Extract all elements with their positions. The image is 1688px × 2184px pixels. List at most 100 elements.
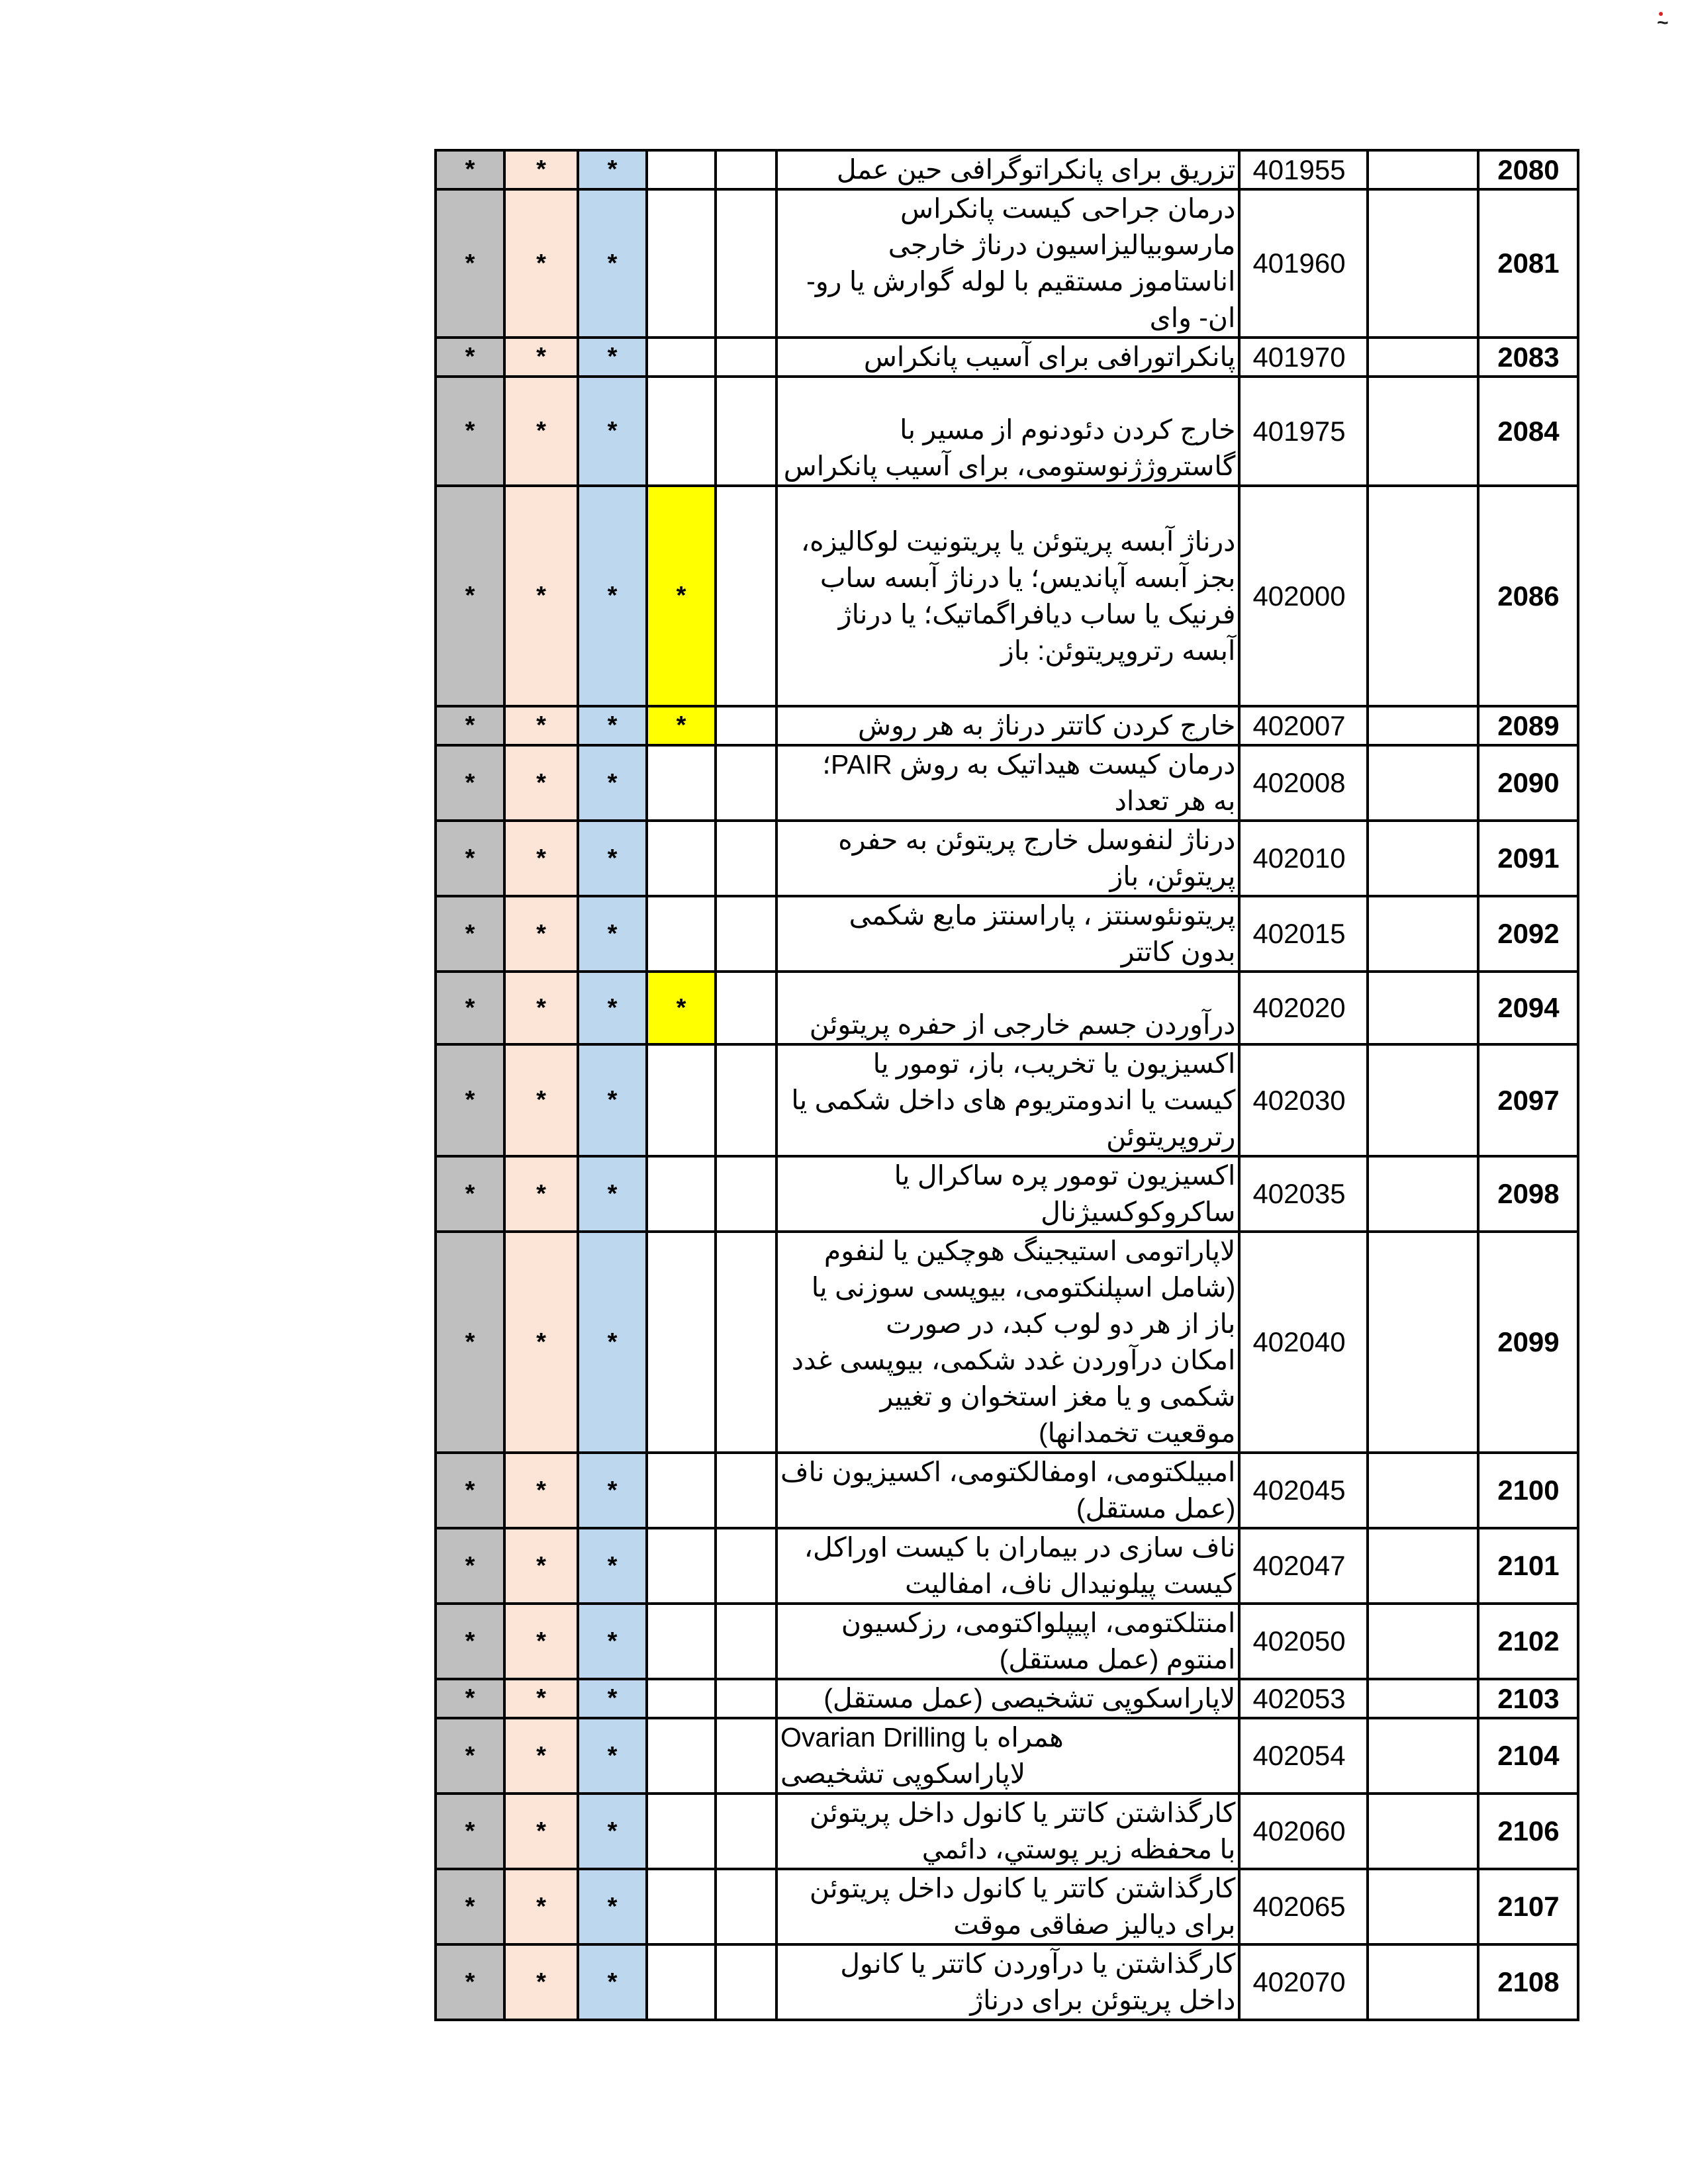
mark-cell-5 — [714, 970, 778, 1046]
table-row: * * * درمان کیست هیداتیک به روش PAIR؛ به هر … — [434, 744, 1580, 822]
empty-cell — [1366, 375, 1480, 487]
mark-cell-2: * — [503, 149, 579, 191]
mark-cell-5 — [714, 1527, 778, 1605]
description-cell: امبیلکتومی، اومفالکتومی، اکسیزیون ناف (عم… — [774, 1451, 1241, 1529]
description-line: خارج کردن کاتتر درناژ به هر روش — [858, 710, 1236, 741]
code-cell: 401970 — [1238, 336, 1370, 378]
row-number-cell: 2092 — [1477, 895, 1580, 973]
description-line: با محفظه زير پوستي، دائمي — [921, 1834, 1236, 1864]
description-line: درمان جراحی کیست پانکراس — [900, 193, 1236, 224]
table-row: * * * * خارج کردن کاتتر درناژ به هر روش 40200… — [434, 705, 1580, 747]
description-line: گاستروژژنوستومی، برای آسیب پانکراس — [783, 451, 1236, 481]
code-cell: 402065 — [1238, 1868, 1370, 1946]
code-cell: 401960 — [1238, 188, 1370, 339]
code-cell: 402070 — [1238, 1943, 1370, 2021]
mark-cell-4 — [645, 819, 717, 897]
row-number-cell: 2098 — [1477, 1155, 1580, 1233]
mark-cell-3: * — [577, 1943, 648, 2021]
mark-cell-1: * — [434, 1943, 506, 2021]
mark-cell-2: * — [503, 970, 579, 1046]
description-cell: درناژ آبسه پریتوئن یا پریتونیت لوکالیزه،… — [774, 484, 1241, 707]
description-line: پریتونئوسنتز ، پاراسنتز مایع شکمی — [849, 900, 1236, 931]
code-cell: 402015 — [1238, 895, 1370, 973]
mark-cell-3: * — [577, 188, 648, 339]
mark-cell-2: * — [503, 484, 579, 707]
logo: ~ — [1609, 12, 1668, 38]
empty-cell — [1366, 1230, 1480, 1454]
table-row: * * * لاپاراسکوپی تشخیصی (عمل مستقل) 402053 2… — [434, 1678, 1580, 1719]
table-row: * * * لاپاراتومی استیجینگ هوچکین یا لنفوم (ش… — [434, 1230, 1580, 1454]
empty-cell — [1366, 1043, 1480, 1158]
description-cell: کارگذاشتن یا درآوردن کاتتر یا کانول داخل … — [774, 1943, 1241, 2021]
description-line: رتروپریتوئن — [1106, 1121, 1236, 1152]
description-cell: پریتونئوسنتز ، پاراسنتز مایع شکمی بدون کا… — [774, 895, 1241, 973]
table-row: * * * تزریق برای پانکراتوگرافی حین عمل 40195… — [434, 149, 1580, 191]
mark-cell-2: * — [503, 1451, 579, 1529]
mark-cell-2: * — [503, 375, 579, 487]
mark-cell-5 — [714, 705, 778, 747]
mark-cell-2: * — [503, 336, 579, 378]
row-number-cell: 2102 — [1477, 1602, 1580, 1680]
mark-cell-4: * — [645, 484, 717, 707]
mark-cell-2: * — [503, 1678, 579, 1719]
empty-cell — [1366, 895, 1480, 973]
empty-cell — [1366, 1155, 1480, 1233]
mark-cell-2: * — [503, 1717, 579, 1795]
mark-cell-3: * — [577, 375, 648, 487]
code-cell: 402008 — [1238, 744, 1370, 822]
mark-cell-1: * — [434, 336, 506, 378]
code-cell: 402053 — [1238, 1678, 1370, 1719]
description-line: کیست پیلونیدال ناف، امفالیت — [905, 1569, 1236, 1599]
mark-cell-1: * — [434, 1527, 506, 1605]
empty-cell — [1366, 819, 1480, 897]
description-line: امکان درآوردن غدد شکمی، بیوپسی غدد — [791, 1345, 1236, 1375]
mark-cell-4: * — [645, 705, 717, 747]
description-line: امنتوم (عمل مستقل) — [999, 1644, 1236, 1674]
mark-cell-3: * — [577, 484, 648, 707]
row-number-cell: 2100 — [1477, 1451, 1580, 1529]
row-number-cell: 2104 — [1477, 1717, 1580, 1795]
description-line: لاپاراسکوپی تشخیصی — [780, 1758, 1026, 1789]
mark-cell-1: * — [434, 970, 506, 1046]
mark-cell-1: * — [434, 1451, 506, 1529]
row-number-cell: 2080 — [1477, 149, 1580, 191]
table-row: * * * امبیلکتومی، اومفالکتومی، اکسیزیون ناف… — [434, 1451, 1580, 1529]
code-cell: 402040 — [1238, 1230, 1370, 1454]
description-line: داخل پریتوئن برای درناژ — [970, 1985, 1236, 2015]
mark-cell-2: * — [503, 895, 579, 973]
table-row: * * * همراه با Ovarian Drilling لاپاراسکوپی … — [434, 1717, 1580, 1795]
empty-cell — [1366, 188, 1480, 339]
code-cell: 402050 — [1238, 1602, 1370, 1680]
mark-cell-1: * — [434, 484, 506, 707]
empty-cell — [1366, 1717, 1480, 1795]
mark-cell-2: * — [503, 1792, 579, 1870]
row-number-cell: 2081 — [1477, 188, 1580, 339]
row-number-cell: 2103 — [1477, 1678, 1580, 1719]
mark-cell-3: * — [577, 895, 648, 973]
description-line: کارگذاشتن کاتتر یا کانول داخل پریتوئن — [809, 1797, 1236, 1828]
description-line: اکسیزیون یا تخریب، باز، تومور یا — [872, 1048, 1236, 1079]
mark-cell-2: * — [503, 819, 579, 897]
description-line: کیست یا اندومتریوم های داخل شکمی یا — [791, 1085, 1236, 1115]
mark-cell-2: * — [503, 188, 579, 339]
mark-cell-5 — [714, 484, 778, 707]
mark-cell-3: * — [577, 1678, 648, 1719]
mark-cell-5 — [714, 744, 778, 822]
mark-cell-3: * — [577, 1155, 648, 1233]
description-cell: درناژ لنفوسل خارج پریتوئن به حفره پریتوئن… — [774, 819, 1241, 897]
code-cell: 402035 — [1238, 1155, 1370, 1233]
description-line: مارسوبیالیزاسیون درناژ خارجی — [888, 230, 1236, 260]
description-cell: امنتلکتومی، اپیپلواکتومی، رزکسیون امنتوم … — [774, 1602, 1241, 1680]
mark-cell-1: * — [434, 1602, 506, 1680]
mark-cell-1: * — [434, 1230, 506, 1454]
table-row: * * * درمان جراحی کیست پانکراس مارسوبیالیزاس… — [434, 188, 1580, 339]
description-line: ساکروکوکسیژنال — [1041, 1197, 1236, 1227]
table-row: * * * کارگذاشتن یا درآوردن کاتتر یا کانول دا… — [434, 1943, 1580, 2021]
mark-cell-5 — [714, 819, 778, 897]
table-row: * * * ناف سازی در بیماران با کیست اوراکل، کی… — [434, 1527, 1580, 1605]
description-line: امبیلکتومی، اومفالکتومی، اکسیزیون ناف — [780, 1457, 1236, 1487]
mark-cell-4 — [645, 1678, 717, 1719]
mark-cell-4 — [645, 1451, 717, 1529]
description-cell: لاپاراسکوپی تشخیصی (عمل مستقل) — [774, 1678, 1241, 1719]
mark-cell-3: * — [577, 819, 648, 897]
